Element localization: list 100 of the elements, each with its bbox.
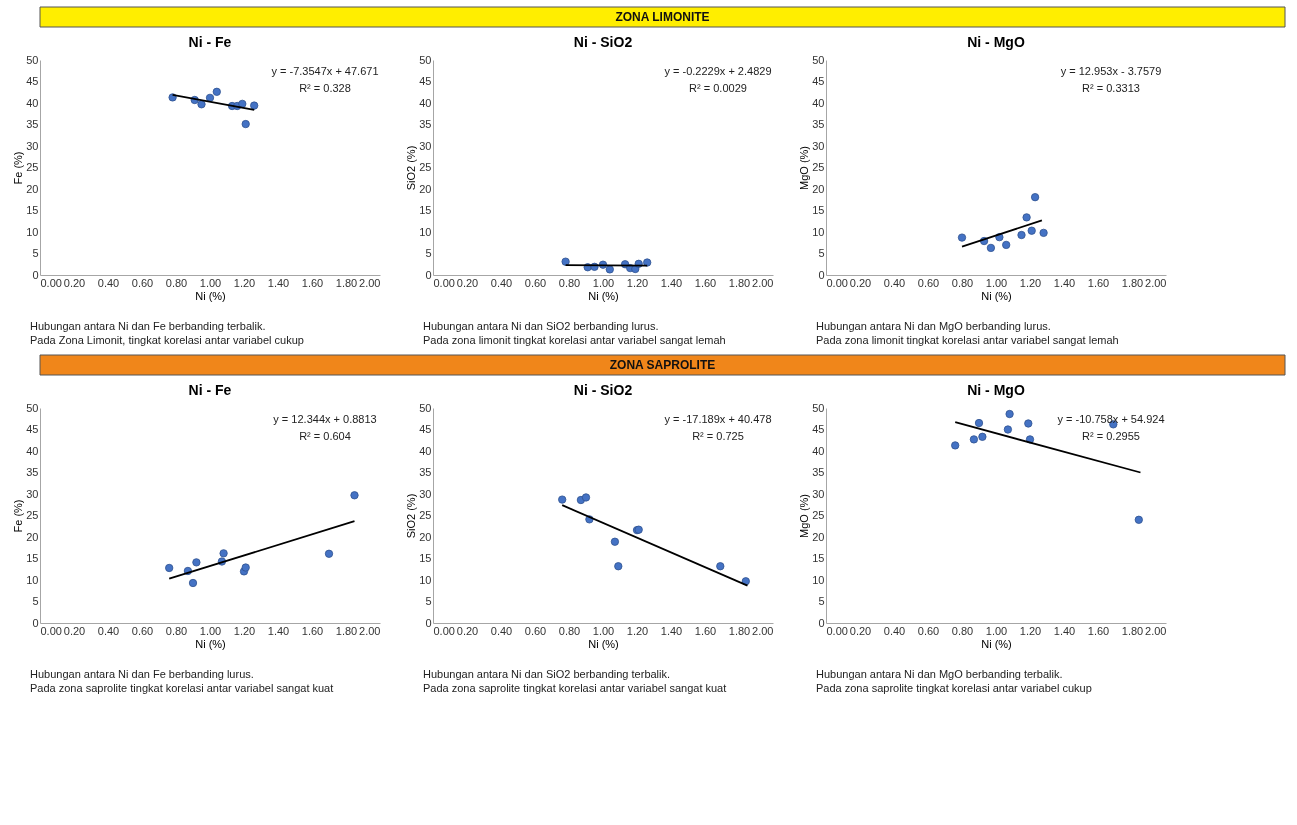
- y-tick-label: 15: [419, 204, 432, 216]
- y-tick-label: 25: [26, 509, 39, 521]
- x-tick-label: 1.60: [694, 624, 717, 637]
- y-tick-label: 40: [26, 96, 39, 109]
- y-tick-label: 0: [32, 616, 39, 629]
- x-tick-label: 0.60: [917, 624, 940, 637]
- x-tick-label: 1.40: [267, 624, 290, 637]
- y-tick-label: 50: [812, 53, 825, 66]
- x-axis-title: Ni (%): [981, 637, 1012, 650]
- x-tick-label: 2.00: [752, 276, 774, 289]
- x-tick-label: 0.40: [490, 276, 513, 289]
- x-tick-label: 0.00: [826, 624, 848, 637]
- y-tick-label: 20: [26, 182, 39, 195]
- annotation: R² = 0.604: [299, 430, 351, 442]
- text: ZONA LIMONITE: [615, 10, 710, 24]
- x-tick-label: 1.20: [626, 624, 649, 637]
- x-tick-label: 0.60: [131, 276, 154, 289]
- y-tick-label: 0: [425, 616, 432, 629]
- y-tick-label: 10: [812, 225, 825, 238]
- x-tick-label: 1.60: [301, 276, 324, 289]
- y-tick-label: 20: [419, 530, 432, 543]
- y-tick-label: 25: [812, 509, 825, 521]
- x-tick-label: 1.80: [335, 624, 358, 637]
- x-tick-label: 2.00: [359, 624, 381, 637]
- x-tick-label: 1.80: [728, 624, 751, 637]
- y-tick-label: 0: [818, 268, 825, 281]
- x-tick-label: 0.20: [63, 624, 86, 637]
- x-tick-label: 1.40: [660, 276, 683, 289]
- x-tick-label: 1.60: [694, 276, 717, 289]
- y-tick-label: 40: [812, 444, 825, 457]
- y-tick-label: 20: [812, 182, 825, 195]
- annotation: y = -7.3547x + 47.671: [271, 65, 379, 77]
- x-tick-label: 0.60: [524, 624, 547, 637]
- chart-title: Ni - Fe: [188, 382, 232, 398]
- x-tick-label: 1.60: [301, 624, 324, 637]
- y-tick-label: 50: [812, 401, 825, 414]
- y-tick-label: 45: [419, 75, 432, 87]
- text: Hubungan antara Ni dan MgO berbanding terbalik.: [816, 668, 1063, 680]
- x-tick-label: 0.80: [165, 276, 188, 289]
- y-tick-label: 15: [812, 204, 825, 216]
- y-axis-title: MgO (%): [798, 494, 811, 538]
- x-tick-label: 0.80: [951, 276, 974, 289]
- y-tick-label: 30: [812, 487, 825, 500]
- annotation: y = 12.344x + 0.8813: [273, 413, 377, 425]
- x-tick-label: 0.20: [849, 624, 872, 637]
- y-tick-label: 30: [812, 139, 825, 152]
- x-tick-label: 1.20: [233, 276, 256, 289]
- x-tick-label: 0.40: [97, 276, 120, 289]
- chart-title: Ni - MgO: [967, 34, 1025, 50]
- y-tick-label: 15: [26, 204, 39, 216]
- x-tick-label: 0.20: [849, 276, 872, 289]
- y-tick-label: 0: [425, 268, 432, 281]
- x-tick-label: 0.40: [883, 276, 906, 289]
- x-tick-label: 1.80: [335, 276, 358, 289]
- y-tick-label: 0: [32, 268, 39, 281]
- x-tick-label: 0.40: [97, 624, 120, 637]
- x-tick-label: 0.80: [951, 624, 974, 637]
- y-tick-label: 5: [425, 247, 432, 259]
- y-axis-title: SiO2 (%): [405, 145, 418, 191]
- y-tick-label: 5: [425, 595, 432, 607]
- y-tick-label: 25: [419, 509, 432, 521]
- text: Pada zona saprolite tingkat korelasi antar variabel sangat kuat: [423, 682, 727, 694]
- x-tick-label: 1.40: [1053, 276, 1076, 289]
- annotation: R² = 0.328: [299, 82, 351, 94]
- y-tick-label: 0: [818, 616, 825, 629]
- text: Pada zona limonit tingkat korelasi antar variabel sangat lemah: [816, 334, 1119, 346]
- text: Hubungan antara Ni dan Fe berbanding lurus.: [30, 668, 254, 680]
- text: Pada zona saprolite tingkat korelasi antar variabel sangat kuat: [30, 682, 334, 694]
- y-tick-label: 40: [419, 96, 432, 109]
- x-tick-label: 0.20: [63, 276, 86, 289]
- y-tick-label: 20: [812, 530, 825, 543]
- y-tick-label: 35: [419, 118, 432, 130]
- x-tick-label: 1.00: [985, 276, 1008, 289]
- x-tick-label: 1.40: [267, 276, 290, 289]
- annotation: y = -10.758x + 54.924: [1057, 413, 1165, 425]
- x-axis-title: Ni (%): [195, 637, 226, 650]
- x-tick-label: 0.80: [165, 624, 188, 637]
- y-tick-label: 40: [419, 444, 432, 457]
- x-tick-label: 0.20: [456, 624, 479, 637]
- chart-title: Ni - Fe: [188, 34, 232, 50]
- y-tick-label: 50: [26, 401, 39, 414]
- x-tick-label: 0.00: [40, 276, 62, 289]
- y-axis-title: SiO2 (%): [405, 493, 418, 539]
- y-tick-label: 45: [419, 423, 432, 435]
- chart-title: Ni - SiO2: [573, 34, 633, 50]
- x-tick-label: 2.00: [1145, 624, 1167, 637]
- x-tick-label: 0.00: [433, 624, 455, 637]
- x-tick-label: 0.20: [456, 276, 479, 289]
- x-axis-title: Ni (%): [588, 637, 619, 650]
- y-tick-label: 35: [419, 466, 432, 478]
- text: Hubungan antara Ni dan SiO2 berbanding terbalik.: [423, 668, 671, 680]
- text: ZONA SAPROLITE: [609, 358, 716, 372]
- y-axis-title: Fe (%): [12, 151, 25, 185]
- y-tick-label: 45: [812, 423, 825, 435]
- x-tick-label: 0.00: [433, 276, 455, 289]
- y-tick-label: 35: [26, 466, 39, 478]
- y-tick-label: 25: [812, 161, 825, 173]
- x-tick-label: 0.60: [131, 624, 154, 637]
- x-tick-label: 1.20: [1019, 624, 1042, 637]
- text: Hubungan antara Ni dan Fe berbanding terbalik.: [30, 320, 266, 332]
